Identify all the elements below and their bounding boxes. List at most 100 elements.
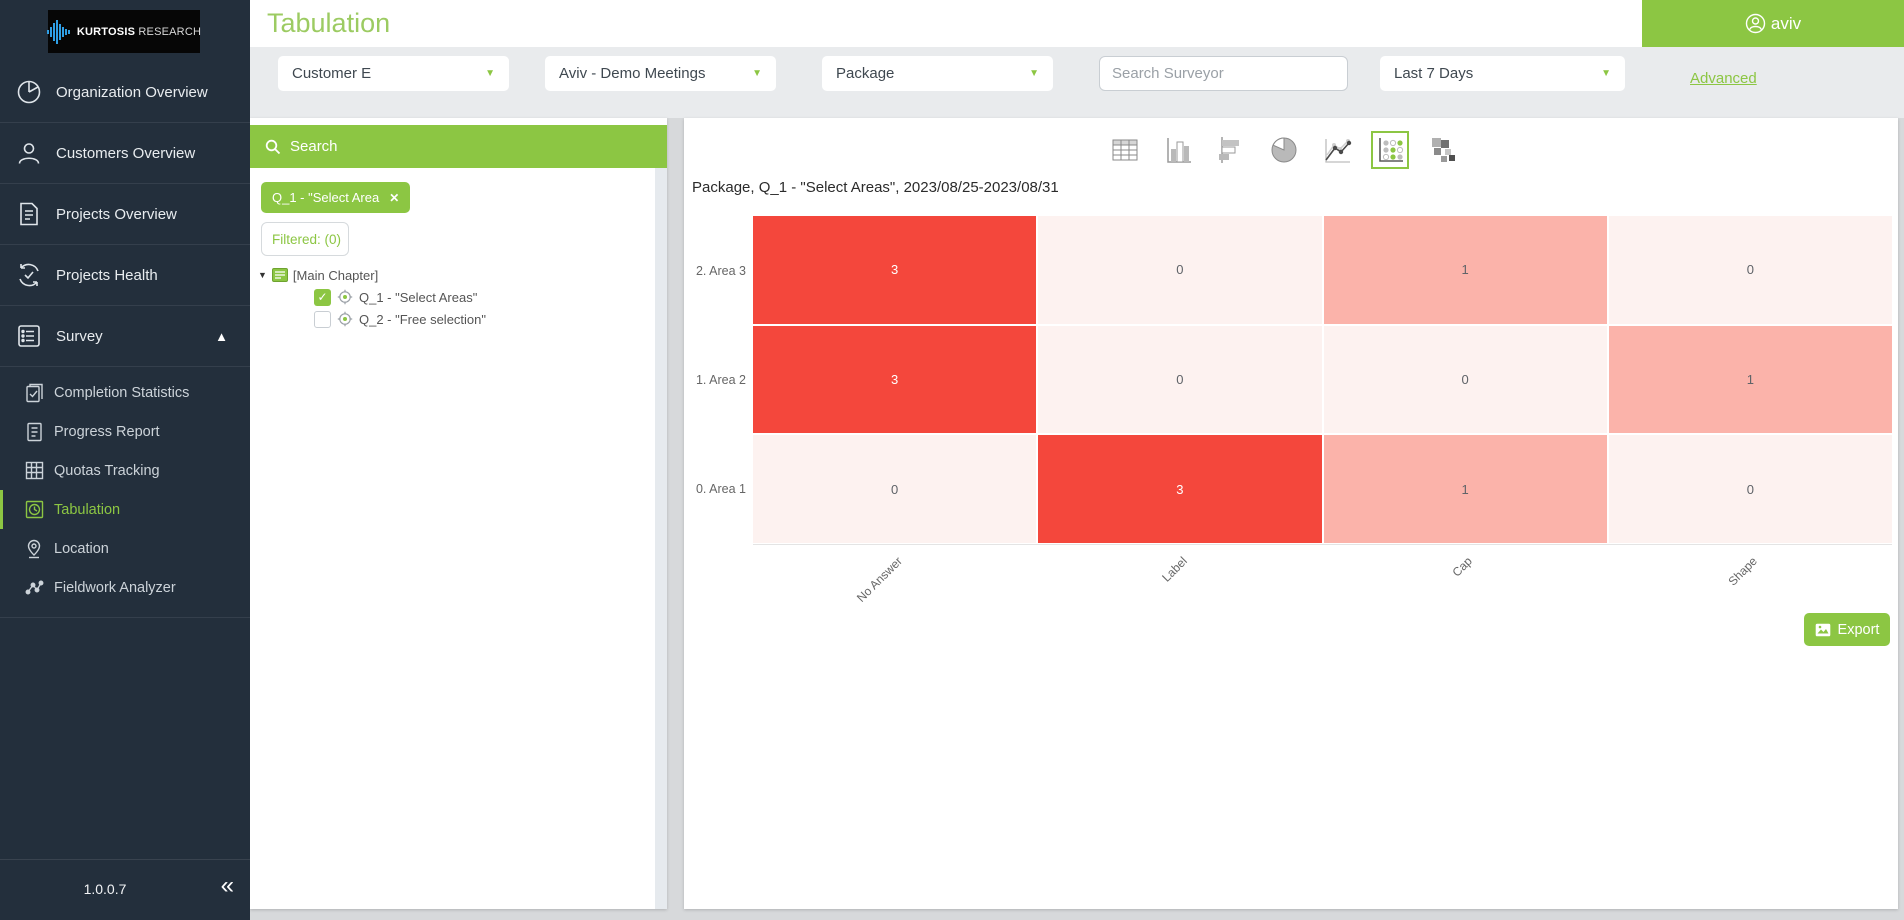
tree-expander-icon[interactable]: ▼ xyxy=(258,270,267,280)
sidebar-item-label: Tabulation xyxy=(54,501,121,518)
heatmap-cell[interactable]: 0 xyxy=(1038,216,1322,324)
sidebar-collapse-icon[interactable]: « xyxy=(220,872,234,899)
pie-chart-button[interactable] xyxy=(1265,131,1303,169)
heatmap-cell[interactable]: 0 xyxy=(1608,216,1892,324)
sidebar-item-projects-overview[interactable]: Projects Overview xyxy=(0,184,250,245)
heatmap-cell[interactable]: 0 xyxy=(753,435,1037,543)
sidebar-item-location[interactable]: Location xyxy=(0,529,250,568)
chevron-down-icon: ▼ xyxy=(1029,68,1039,79)
chart-type-toolbar xyxy=(1106,131,1462,169)
chevron-down-icon: ▼ xyxy=(485,68,495,79)
table-view-button[interactable] xyxy=(1106,131,1144,169)
sidebar-footer: 1.0.0.7 « xyxy=(0,859,250,920)
chart-title: Package, Q_1 - "Select Areas", 2023/08/2… xyxy=(692,179,1059,196)
heatmap-cell[interactable]: 0 xyxy=(1323,325,1607,434)
sidebar-item-label: Projects Overview xyxy=(56,205,177,223)
filter-bar: Customer E ▼ Aviv - Demo Meetings ▼ Pack… xyxy=(250,47,1904,118)
heatmap-col-label: No Answer xyxy=(854,554,906,605)
search-label: Search xyxy=(290,138,338,155)
user-menu-button[interactable]: aviv xyxy=(1642,0,1904,47)
image-icon xyxy=(1815,623,1831,637)
document-icon xyxy=(15,200,43,228)
collapse-section-arrow-icon[interactable]: ▲ xyxy=(215,328,228,344)
bubble-matrix-button-selected[interactable] xyxy=(1371,131,1409,169)
heatmap-cell[interactable]: 0 xyxy=(1038,325,1322,434)
date-range-dropdown[interactable]: Last 7 Days ▼ xyxy=(1380,56,1625,91)
project-dropdown-value: Aviv - Demo Meetings xyxy=(559,65,706,82)
export-label: Export xyxy=(1837,621,1880,638)
heatmap-cell[interactable]: 1 xyxy=(1323,216,1607,324)
heatmap-cell[interactable]: 1 xyxy=(1323,435,1607,543)
heatmap-cell[interactable]: 3 xyxy=(753,216,1037,324)
sidebar-item-label: Completion Statistics xyxy=(54,384,190,401)
sidebar-item-customers-overview[interactable]: Customers Overview xyxy=(0,123,250,184)
date-range-value: Last 7 Days xyxy=(1394,65,1474,82)
brand-name: KURTOSIS RESEARCH xyxy=(77,26,201,38)
question-search-bar[interactable]: Search xyxy=(250,125,667,168)
heatmap-cell[interactable]: 3 xyxy=(753,325,1037,434)
heatmap-row-label: 0. Area 1 xyxy=(695,481,746,496)
heatmap-cell[interactable]: 0 xyxy=(1608,435,1892,543)
person-icon xyxy=(15,139,43,167)
pie-chart-icon xyxy=(15,78,43,106)
user-icon xyxy=(1745,13,1766,34)
survey-list-icon xyxy=(15,322,43,350)
checkbox-checked[interactable]: ✓ xyxy=(314,288,331,306)
search-icon xyxy=(265,139,281,155)
heatmap-cell[interactable]: 1 xyxy=(1608,325,1892,434)
customer-dropdown[interactable]: Customer E ▼ xyxy=(278,56,509,91)
tree-node-q2[interactable]: Q_2 - "Free selection" xyxy=(258,309,486,329)
heatmap-row-label: 1. Area 2 xyxy=(695,372,746,387)
tree-node-q1[interactable]: ✓ Q_1 - "Select Areas" xyxy=(258,287,486,307)
sidebar-item-survey[interactable]: Survey ▲ xyxy=(0,306,250,367)
tree-node-label: Q_2 - "Free selection" xyxy=(359,311,487,327)
sidebar-item-tabulation[interactable]: Tabulation xyxy=(0,490,250,529)
filtered-button[interactable]: Filtered: (0) xyxy=(261,222,349,256)
column-chart-button[interactable] xyxy=(1159,131,1197,169)
chevron-down-icon: ▼ xyxy=(752,68,762,79)
advanced-link[interactable]: Advanced xyxy=(1690,70,1757,87)
table-grid-icon xyxy=(24,461,44,481)
question-panel-scrollbar[interactable] xyxy=(655,168,667,909)
checkbox-unchecked[interactable] xyxy=(314,310,331,328)
question-target-icon xyxy=(337,311,353,327)
sidebar-item-label: Projects Health xyxy=(56,266,158,284)
surveyor-search-input[interactable] xyxy=(1099,56,1348,91)
heatmap-col-label: Shape xyxy=(1725,554,1760,589)
header-bar: Tabulation aviv xyxy=(250,0,1904,47)
sidebar-item-label: Location xyxy=(54,540,109,557)
user-name: aviv xyxy=(1770,13,1802,33)
waveform-icon xyxy=(46,19,71,45)
sidebar-item-label: Customers Overview xyxy=(56,144,196,162)
heatmap-cell[interactable]: 3 xyxy=(1038,435,1322,543)
tree-node-main-chapter[interactable]: ▼ [Main Chapter] xyxy=(258,265,486,285)
sidebar-item-label: Progress Report xyxy=(54,423,160,440)
chip-label: Q_1 - "Select Area xyxy=(272,190,380,205)
sidebar-item-label: Organization Overview xyxy=(56,83,208,101)
sidebar: KURTOSIS RESEARCH Organization Overview … xyxy=(0,0,250,920)
sidebar-item-fieldwork-analyzer[interactable]: Fieldwork Analyzer xyxy=(0,568,250,607)
survey-subnav: Completion Statistics Progress Report Qu… xyxy=(0,367,250,618)
line-chart-button[interactable] xyxy=(1318,131,1356,169)
selected-question-chip[interactable]: Q_1 - "Select Area ✕ xyxy=(261,182,411,213)
tree-node-label: Q_1 - "Select Areas" xyxy=(359,289,478,305)
sidebar-item-completion-statistics[interactable]: Completion Statistics xyxy=(0,373,250,412)
app-version: 1.0.0.7 xyxy=(83,881,127,897)
package-dropdown[interactable]: Package ▼ xyxy=(822,56,1053,91)
bar-chart-button[interactable] xyxy=(1212,131,1250,169)
tree-node-label: [Main Chapter] xyxy=(292,267,379,283)
brand-logo[interactable]: KURTOSIS RESEARCH xyxy=(46,10,201,53)
sidebar-item-progress-report[interactable]: Progress Report xyxy=(0,412,250,451)
project-dropdown[interactable]: Aviv - Demo Meetings ▼ xyxy=(545,56,776,91)
sidebar-item-organization-overview[interactable]: Organization Overview xyxy=(0,62,250,123)
close-icon[interactable]: ✕ xyxy=(389,190,400,205)
sidebar-item-projects-health[interactable]: Projects Health xyxy=(0,245,250,306)
map-pin-icon xyxy=(24,539,44,559)
sidebar-item-quotas-tracking[interactable]: Quotas Tracking xyxy=(0,451,250,490)
refresh-check-icon xyxy=(15,261,43,289)
heatmap-button[interactable] xyxy=(1424,131,1462,169)
page-title: Tabulation xyxy=(267,8,391,38)
export-button[interactable]: Export xyxy=(1804,613,1890,646)
package-dropdown-value: Package xyxy=(836,65,895,82)
